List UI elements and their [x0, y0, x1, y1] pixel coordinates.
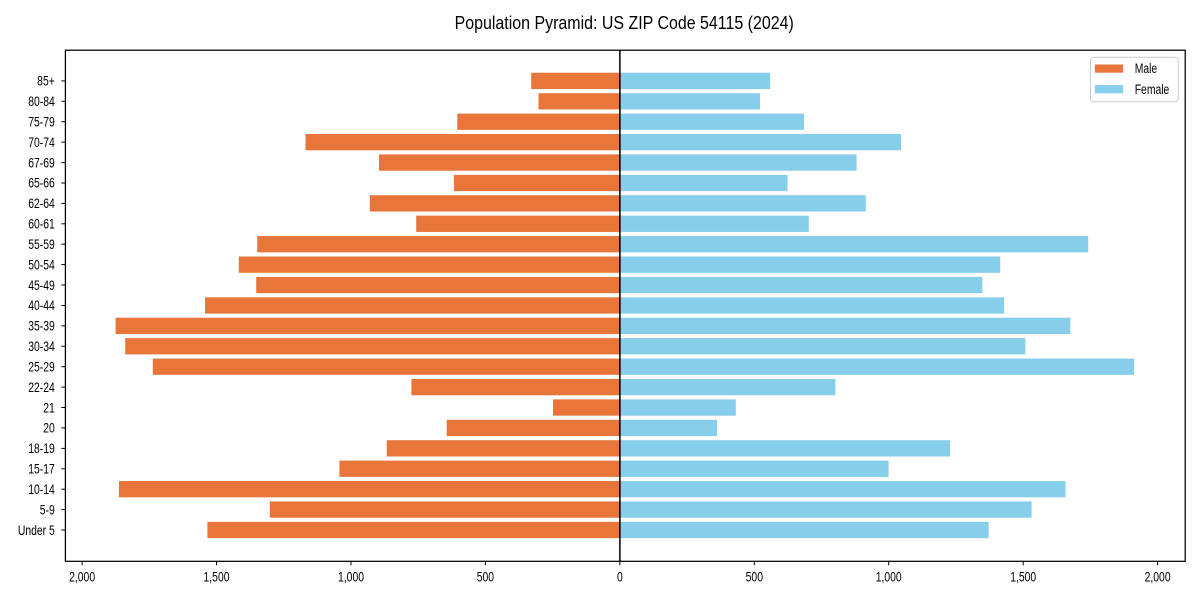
svg-text:21: 21	[43, 400, 55, 416]
svg-text:55-59: 55-59	[28, 237, 55, 253]
svg-text:Female: Female	[1135, 81, 1170, 97]
svg-text:18-19: 18-19	[28, 441, 55, 457]
svg-text:62-64: 62-64	[28, 196, 55, 212]
svg-text:15-17: 15-17	[28, 461, 55, 477]
svg-text:85+: 85+	[37, 73, 55, 89]
svg-text:500: 500	[477, 569, 495, 585]
svg-text:50-54: 50-54	[28, 257, 55, 273]
svg-text:0: 0	[617, 569, 623, 585]
svg-text:80-84: 80-84	[28, 94, 55, 110]
svg-text:60-61: 60-61	[28, 216, 55, 232]
svg-text:65-66: 65-66	[28, 175, 55, 191]
svg-text:45-49: 45-49	[28, 277, 55, 293]
svg-text:20: 20	[43, 420, 55, 436]
svg-text:67-69: 67-69	[28, 155, 55, 171]
svg-text:25-29: 25-29	[28, 359, 55, 375]
svg-text:1,000: 1,000	[338, 569, 364, 585]
svg-text:2,000: 2,000	[69, 569, 95, 585]
svg-text:1,500: 1,500	[1010, 569, 1036, 585]
svg-text:40-44: 40-44	[28, 298, 55, 314]
svg-text:10-14: 10-14	[28, 482, 55, 498]
svg-text:2,000: 2,000	[1145, 569, 1171, 585]
svg-text:500: 500	[746, 569, 764, 585]
svg-text:1,000: 1,000	[876, 569, 902, 585]
svg-text:Under 5: Under 5	[18, 522, 55, 538]
svg-text:22-24: 22-24	[28, 380, 55, 396]
svg-text:75-79: 75-79	[28, 114, 55, 130]
svg-text:30-34: 30-34	[28, 339, 55, 355]
svg-text:Population Pyramid: US ZIP Cod: Population Pyramid: US ZIP Code 54115 (2…	[455, 12, 794, 33]
svg-text:1,500: 1,500	[204, 569, 230, 585]
svg-text:35-39: 35-39	[28, 318, 55, 334]
svg-text:Male: Male	[1135, 61, 1158, 77]
svg-text:70-74: 70-74	[28, 135, 55, 151]
svg-text:5-9: 5-9	[40, 502, 55, 518]
